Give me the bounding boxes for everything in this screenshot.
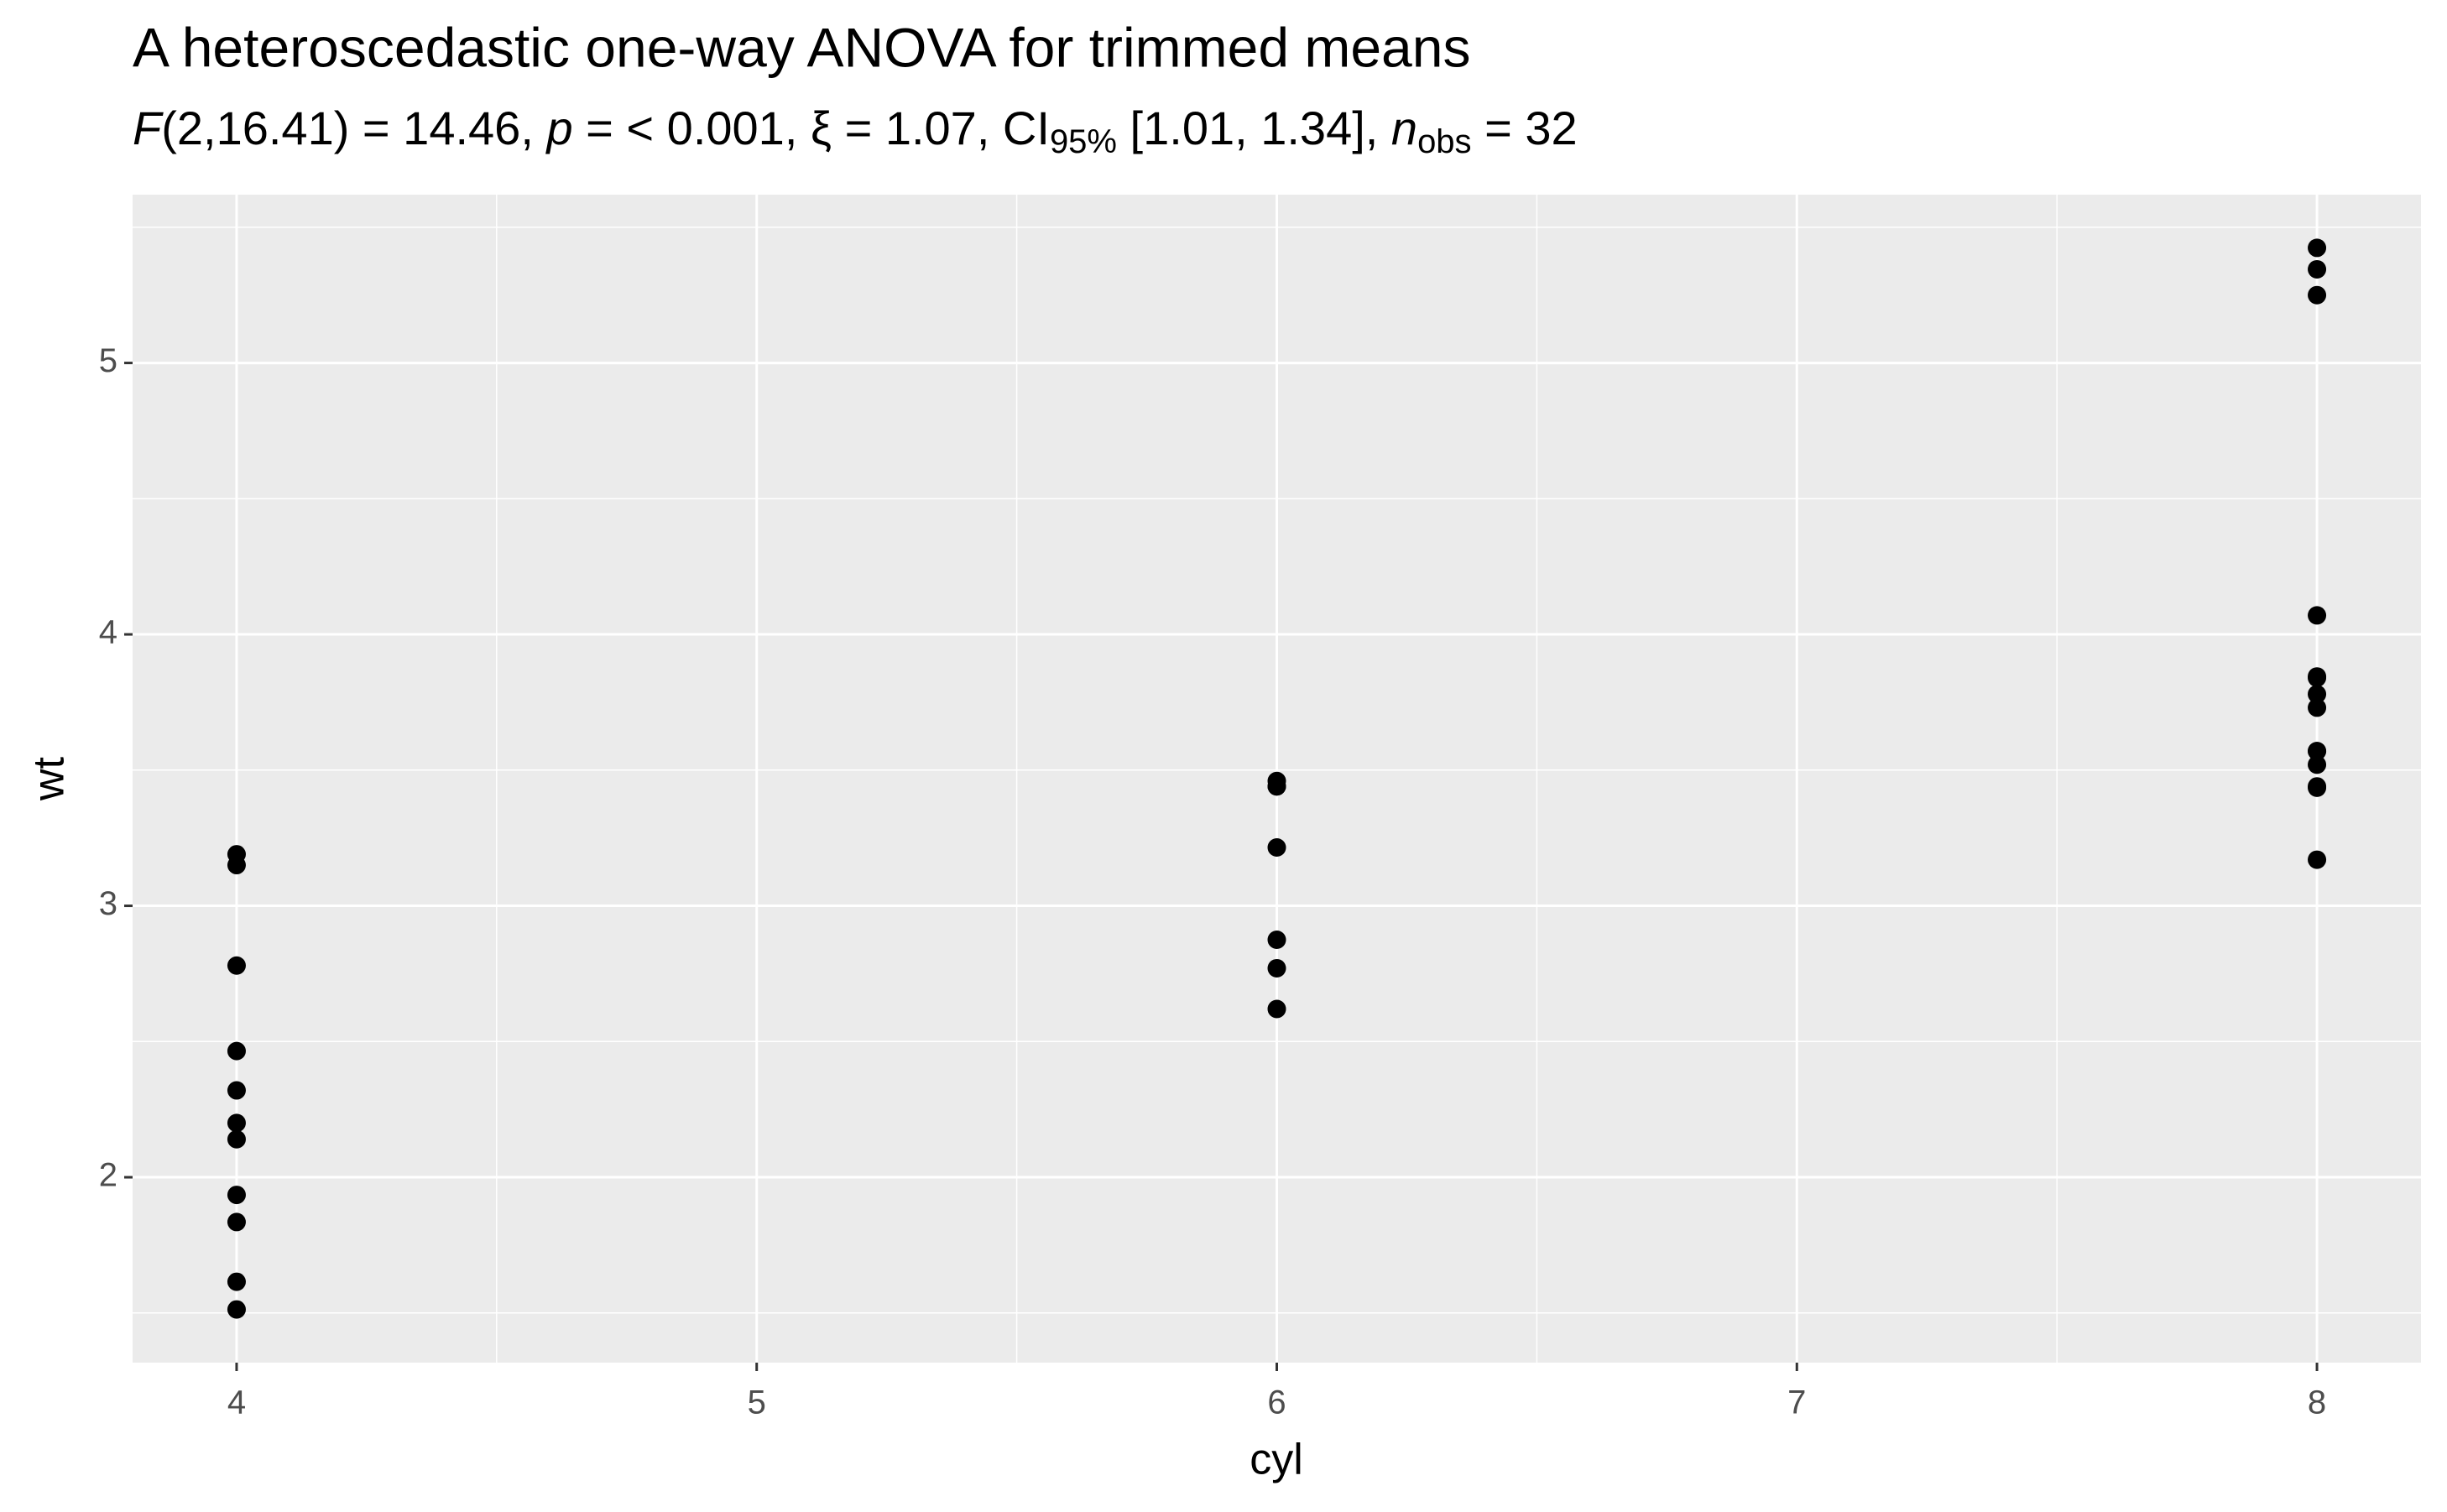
subtitle-part: 95% bbox=[1050, 123, 1117, 160]
data-point bbox=[2308, 285, 2327, 305]
data-point bbox=[227, 1041, 246, 1061]
data-point bbox=[1267, 771, 1286, 790]
data-point bbox=[2308, 850, 2327, 869]
data-point bbox=[1267, 838, 1286, 858]
data-point bbox=[227, 1272, 246, 1291]
x-tick-label: 6 bbox=[1267, 1384, 1286, 1421]
data-point bbox=[1267, 958, 1286, 978]
x-tick-label: 7 bbox=[1787, 1384, 1806, 1421]
subtitle-part: [1.01, 1.34], bbox=[1117, 102, 1391, 154]
subtitle-part: obs bbox=[1417, 123, 1472, 160]
subtitle-part: F bbox=[133, 102, 164, 154]
subtitle-part: = < 0.001, ξ = 1.07, CI bbox=[573, 102, 1050, 154]
y-axis-title: wt bbox=[25, 756, 74, 801]
data-point bbox=[227, 1129, 246, 1149]
data-point bbox=[2308, 238, 2327, 258]
y-tick-label: 3 bbox=[99, 885, 117, 922]
x-axis-title: cyl bbox=[1250, 1436, 1303, 1484]
data-point bbox=[227, 956, 246, 975]
data-point bbox=[2308, 685, 2327, 704]
subtitle-part: (2,16.41) = 14.46, bbox=[161, 102, 546, 154]
data-point bbox=[1267, 999, 1286, 1019]
data-point bbox=[227, 856, 246, 875]
data-point bbox=[2308, 755, 2327, 774]
y-tick-label: 5 bbox=[99, 342, 117, 379]
chart-title: A heteroscedastic one-way ANOVA for trim… bbox=[133, 16, 1470, 78]
chart-subtitle: F(2,16.41) = 14.46, p = < 0.001, ξ = 1.0… bbox=[133, 102, 1578, 160]
data-point bbox=[227, 1300, 246, 1319]
y-tick-label: 2 bbox=[99, 1157, 117, 1194]
data-point bbox=[2308, 667, 2327, 686]
data-point bbox=[2308, 742, 2327, 761]
data-point bbox=[2308, 259, 2327, 279]
data-point bbox=[2308, 698, 2327, 717]
data-point bbox=[227, 1113, 246, 1133]
subtitle-part: p bbox=[545, 102, 572, 154]
data-point bbox=[2308, 606, 2327, 625]
data-point bbox=[227, 1186, 246, 1205]
data-point bbox=[227, 1081, 246, 1100]
x-tick-label: 5 bbox=[748, 1384, 766, 1421]
y-tick-label: 4 bbox=[99, 614, 117, 651]
x-tick-label: 4 bbox=[227, 1384, 246, 1421]
data-point bbox=[1267, 930, 1286, 949]
data-point bbox=[227, 1212, 246, 1232]
x-tick-label: 8 bbox=[2308, 1384, 2326, 1421]
data-point bbox=[2308, 778, 2327, 797]
subtitle-part: n bbox=[1391, 102, 1417, 154]
subtitle-part: = 32 bbox=[1472, 102, 1578, 154]
